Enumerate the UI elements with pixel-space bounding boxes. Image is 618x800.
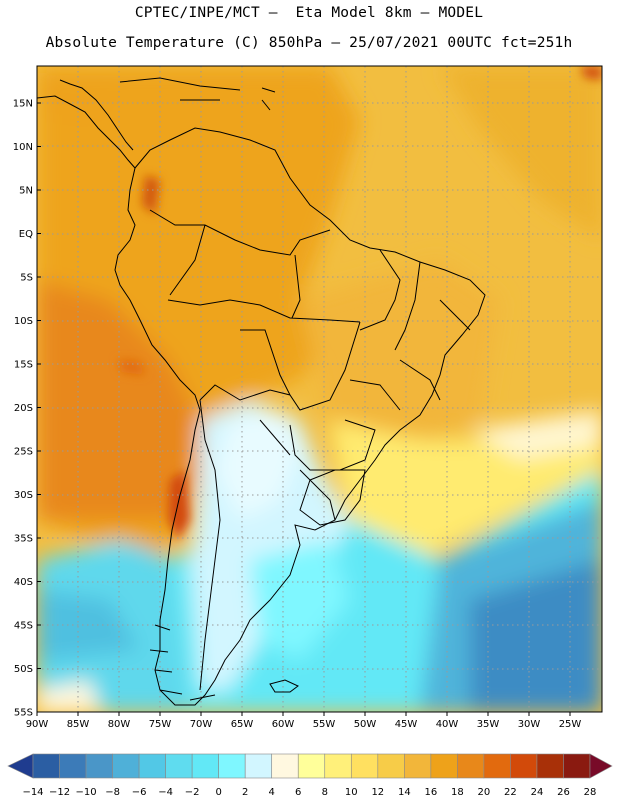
lat-label: 45S [14,621,33,632]
lat-label: 5S [20,273,33,284]
latitude-labels: 15N 10N 5N EQ 5S 10S 15S 20S 25S 30S 35S 40S 45S 50S 5… [13,99,41,719]
colorbar-label: 26 [557,787,570,798]
lat-label: 20S [14,403,33,414]
lat-label: 35S [14,534,33,545]
colorbar-label: −6 [132,787,147,798]
colorbar-swatch [32,753,60,779]
colorbar-swatch [483,753,511,779]
coastlines-and-borders [37,77,486,706]
lat-label: 10S [14,316,33,327]
colorbar-swatch [536,753,564,779]
colorbar-label: −14 [22,787,43,798]
lon-label: 70W [190,719,213,730]
longitude-labels: 90W 85W 80W 75W 70W 65W 60W 55W 50W 45W 40W 35W 30W 2… [26,712,582,730]
lat-label: 15N [13,99,33,110]
lat-label: 5N [19,186,33,197]
caribbean-islands [119,77,276,111]
colorbar-label: 22 [504,787,517,798]
lon-label: 35W [477,719,500,730]
colorbar-swatch [59,753,87,779]
colorbar: −14 −12 −10 −8 −6 −4 −2 0 2 4 6 8 10 12 14 16 18 20 22 24 26… [7,753,613,798]
colorbar-swatch [510,753,538,779]
uruguay-border [299,469,366,526]
colorbar-label: −2 [185,787,200,798]
colorbar-swatch [218,753,246,779]
lat-label: EQ [19,229,33,240]
colorbar-swatch [350,753,379,779]
lon-label: 85W [67,719,90,730]
colorbar-swatch [244,753,273,779]
temperature-map: 15N 10N 5N EQ 5S 10S 15S 20S 25S 30S 35S 40S 45S 50S 5… [13,65,603,730]
lat-label: 55S [14,708,33,719]
colorbar-label: 10 [345,787,358,798]
colorbar-swatch [138,753,166,779]
colorbar-label: −4 [158,787,173,798]
colorbar-labels: −14 −12 −10 −8 −6 −4 −2 0 2 4 6 8 10 12 14 16 18 20 22 24 26… [22,787,596,798]
lat-label: 30S [14,490,33,501]
temperature-field [37,66,602,712]
colorbar-label: 20 [478,787,491,798]
lon-label: 55W [313,719,336,730]
colorbar-label: −12 [49,787,70,798]
falklands [269,679,299,693]
colorbar-label: −8 [105,787,120,798]
lon-label: 75W [149,719,172,730]
lon-label: 45W [395,719,418,730]
lon-label: 60W [272,719,295,730]
central-america-coast [37,95,136,169]
colorbar-label: 28 [584,787,597,798]
central-america-coast-north [59,79,134,151]
colorbar-swatch [165,753,193,779]
colorbar-swatch [85,753,113,779]
colorbar-label: 24 [531,787,544,798]
lat-label: 10N [13,142,33,153]
colorbar-label: 8 [322,787,328,798]
lon-label: 25W [559,719,582,730]
lon-label: 30W [518,719,541,730]
lon-label: 40W [436,719,459,730]
colorbar-swatch [324,753,352,779]
colorbar-swatch [297,753,326,779]
colorbar-swatch [7,753,34,779]
lon-label: 90W [26,719,49,730]
colorbar-swatch [191,753,219,779]
colorbar-swatch [563,753,591,779]
colorbar-label: 2 [242,787,248,798]
colorbar-swatch [457,753,485,779]
colorbar-swatch [377,753,405,779]
lon-label: 65W [231,719,254,730]
chile-islands [149,624,216,701]
colorbar-swatch [271,753,299,779]
lat-label: 15S [14,360,33,371]
colorbar-label: 6 [295,787,301,798]
colorbar-swatch [112,753,140,779]
colorbar-label: −10 [75,787,96,798]
colorbar-swatch [404,753,432,779]
colorbar-swatches [7,753,613,779]
colorbar-label: 0 [215,787,221,798]
lat-label: 50S [14,664,33,675]
lat-label: 40S [14,577,33,588]
colorbar-swatch [430,753,458,779]
title-line-2: Absolute Temperature (C) 850hPa – 25/07/… [45,35,573,51]
colorbar-label: 18 [451,787,464,798]
south-america-coast [114,127,486,706]
lon-label: 80W [108,719,131,730]
colorbar-swatch [589,753,613,779]
lat-lon-grid [37,66,602,712]
colorbar-label: 12 [371,787,384,798]
lat-label: 25S [14,447,33,458]
title-line-1: CPTEC/INPE/MCT – Eta Model 8km – MODEL [134,5,484,21]
lon-label: 50W [354,719,377,730]
colorbar-label: 14 [398,787,411,798]
colorbar-label: 16 [424,787,437,798]
map-frame [36,65,603,713]
colorbar-label: 4 [269,787,275,798]
